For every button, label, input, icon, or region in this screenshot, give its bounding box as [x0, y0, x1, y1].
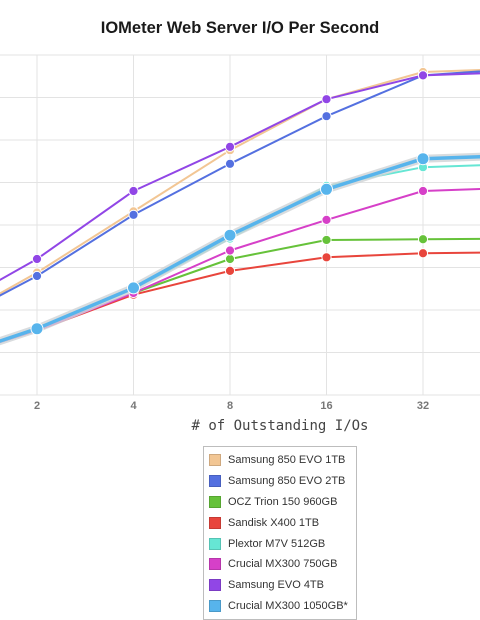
x-tick-label: 32: [417, 400, 429, 412]
series-samsung-evo-4tb: [0, 70, 480, 282]
data-point: [31, 253, 43, 265]
data-point: [224, 245, 236, 256]
legend-item: Sandisk X400 1TB: [204, 512, 356, 533]
series-crucial-mx300-1050gb-: [0, 152, 480, 346]
series-line: [0, 70, 480, 297]
legend-label: Plextor M7V 512GB: [228, 537, 326, 550]
series-crucial-mx300-750gb: [0, 185, 480, 344]
data-point: [321, 111, 332, 122]
series-line: [0, 154, 480, 343]
data-point: [127, 281, 140, 295]
series-samsung-850-evo-1tb: [0, 66, 480, 295]
legend-swatch: [209, 516, 221, 529]
data-point: [30, 322, 44, 336]
series-samsung-850-evo-2tb: [0, 70, 480, 297]
x-tick-label: 4: [130, 400, 137, 412]
chart-title: IOMeter Web Server I/O Per Second: [100, 19, 380, 37]
legend-swatch: [209, 454, 221, 467]
data-point: [128, 209, 139, 220]
legend-item: OCZ Trion 150 960GB: [204, 492, 356, 513]
legend-swatch: [209, 495, 221, 508]
legend-label: Crucial MX300 1050GB*: [228, 599, 348, 612]
x-tick-label: 2: [34, 400, 40, 412]
data-point: [224, 158, 236, 169]
x-tick-labels: 2 4 8 16 32: [34, 400, 429, 412]
data-point: [417, 234, 429, 245]
legend-label: OCZ Trion 150 960GB: [228, 495, 338, 508]
series-line: [0, 237, 480, 344]
data-point: [321, 214, 332, 225]
grid: [0, 54, 480, 396]
legend-swatch: [209, 558, 221, 571]
legend-swatch: [209, 579, 221, 592]
series-layer: [0, 66, 480, 346]
data-point: [416, 152, 430, 166]
series-line: [0, 251, 480, 344]
data-point: [320, 182, 333, 196]
x-axis-label: # of Outstanding I/Os: [191, 418, 369, 434]
legend-label: Samsung 850 EVO 2TB: [228, 475, 346, 488]
data-point: [321, 252, 332, 263]
data-point: [223, 228, 237, 242]
legend-item: Samsung 850 EVO 2TB: [204, 471, 356, 492]
data-point: [321, 94, 332, 105]
data-point: [224, 265, 236, 276]
legend-item: Crucial MX300 1050GB*: [204, 596, 356, 617]
series-line: [0, 72, 480, 282]
data-point: [224, 253, 236, 265]
series-line: [0, 164, 480, 344]
data-point: [224, 141, 236, 152]
series-plextor-m7v-512gb: [0, 162, 480, 344]
series-line-shadow: [0, 152, 480, 346]
x-tick-label: 16: [320, 400, 332, 412]
plot-area: 2 4 8 16 32: [0, 54, 480, 412]
series-line: [0, 68, 480, 295]
legend-label: Samsung EVO 4TB: [228, 579, 324, 592]
data-point: [417, 248, 429, 259]
data-point: [417, 185, 429, 197]
legend-swatch: [209, 537, 221, 550]
data-point: [128, 185, 139, 197]
data-point: [31, 270, 43, 282]
legend-swatch: [209, 599, 221, 612]
legend: Samsung 850 EVO 1TB Samsung 850 EVO 2TB OC…: [203, 446, 357, 620]
legend-label: Sandisk X400 1TB: [228, 516, 320, 529]
legend-item: Plextor M7V 512GB: [204, 533, 356, 554]
data-point: [321, 234, 332, 246]
data-point: [417, 70, 429, 81]
series-line: [0, 187, 480, 344]
legend-item: Samsung EVO 4TB: [204, 575, 356, 596]
legend-label: Samsung 850 EVO 1TB: [228, 454, 346, 467]
legend-item: Crucial MX300 750GB: [204, 554, 356, 575]
legend-item: Samsung 850 EVO 1TB: [204, 450, 356, 471]
series-sandisk-x400-1tb: [0, 248, 480, 344]
legend-swatch: [209, 475, 221, 488]
legend-label: Crucial MX300 750GB: [228, 558, 338, 571]
x-tick-label: 8: [227, 400, 233, 412]
